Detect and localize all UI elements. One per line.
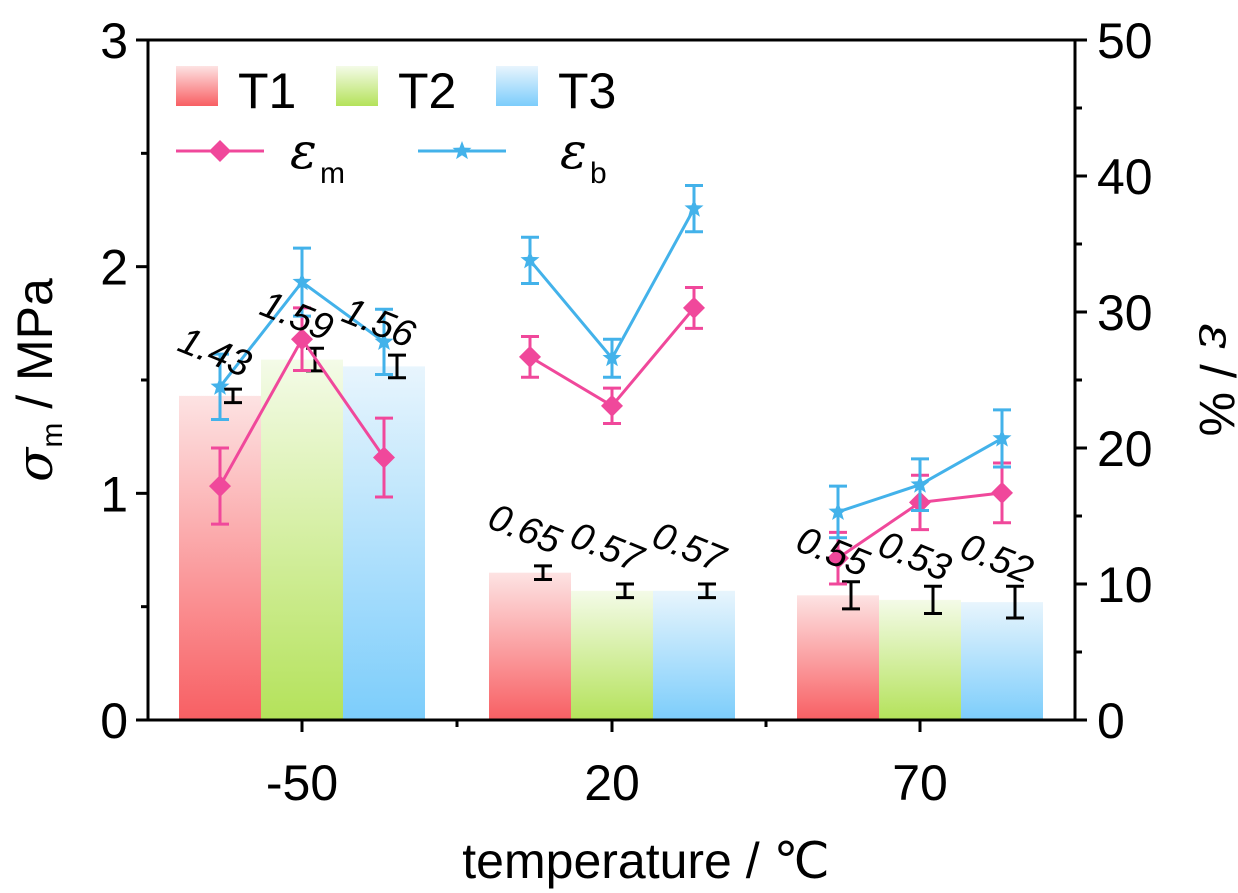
x-tick-label: 70 [892,755,948,811]
bar-t1-20 [489,572,571,720]
y-left-axis-title: σm / MPa [6,278,69,482]
bar-value-label: 0.65 [482,496,567,563]
x-tick-label: -50 [266,755,338,811]
y-right-tick-label: 50 [1097,13,1153,69]
diamond-marker [991,481,1013,504]
line-εm-70 [827,461,1013,586]
bar-value-label: 0.57 [564,514,650,581]
bar-t1--50 [179,395,261,720]
bar-value-label: 0.52 [954,526,1038,593]
legend-label: ε [560,122,587,180]
bar-error-t1--50 [224,387,242,405]
bar-t2--50 [261,359,343,720]
diamond-marker [373,446,395,469]
legend-item-t1: T1 [176,63,296,119]
diamond-marker [519,345,541,368]
bar-t3-70 [961,602,1043,720]
bar-error-t2-20 [616,582,634,600]
bar-t3-20 [653,590,735,720]
bar-t1-70 [797,595,879,720]
star-marker [828,501,848,520]
star-marker [910,474,930,493]
line-εb-20 [520,184,704,379]
star-marker [520,250,540,269]
legend-label-sub: m [320,157,345,190]
y-right-tick-label: 10 [1097,557,1153,613]
lines-layer [209,184,1013,586]
bars-layer [179,359,1043,720]
bar-value-label: 0.53 [872,523,956,590]
x-tick-label: 20 [584,755,640,811]
star-marker [210,376,230,395]
legend-item-t2: T2 [336,63,456,119]
y-right-tick-label: 30 [1097,285,1153,341]
legend-swatch [176,66,218,106]
x-axis-title: temperature / ℃ [462,833,829,889]
bar-value-label: 1.43 [172,319,256,386]
bar-error-t3-20 [698,582,716,600]
legend-label: T3 [558,63,616,119]
star-marker [602,348,622,367]
y-right-tick-label: 20 [1097,421,1153,477]
bar-value-label: 1.56 [336,290,421,357]
star-marker [292,272,312,291]
bar-t2-70 [879,599,961,720]
legend: T1 T2 T3ε m ε b [176,63,616,190]
bar-error-t1-70 [842,580,860,611]
star-marker [452,141,472,160]
legend-label: ε [290,122,317,180]
diamond-marker [291,328,313,351]
star-marker [992,428,1012,447]
star-marker [374,331,394,350]
diamond-marker [209,140,231,162]
bar-error-t3--50 [388,353,406,380]
y-right-tick-label: 0 [1097,693,1125,749]
y-right-tick-label: 40 [1097,149,1153,205]
diamond-marker [683,296,705,319]
bar-value-label: 0.57 [646,514,732,581]
line-εb-70 [828,408,1012,540]
bar-error-t2-70 [924,584,942,615]
diamond-marker [827,547,849,570]
star-marker [684,198,704,217]
legend-swatch [336,66,378,106]
bar-t2-20 [571,590,653,720]
bar-errors-layer [224,346,1024,620]
bar-error-t3-70 [1006,584,1024,620]
diamond-marker [209,475,231,498]
line-εb--50 [210,246,394,421]
y-left-tick-label: 1 [100,466,128,522]
legend-swatch [496,66,538,106]
legend-label: T2 [398,63,456,119]
legend-label-sub: b [590,157,607,190]
bar-error-t1-20 [534,564,552,581]
y-left-tick-label: 3 [100,13,128,69]
bar-value-label: 0.55 [790,519,875,586]
y-right-axis-title: ε / % [1188,324,1238,437]
line-εm--50 [209,306,395,526]
y-left-tick-label: 0 [100,693,128,749]
legend-label: T1 [238,63,296,119]
y-left-tick-label: 2 [100,240,128,296]
legend-item-t3: T3 [496,63,616,119]
diamond-marker [601,394,623,417]
line-εm-20 [519,286,705,426]
